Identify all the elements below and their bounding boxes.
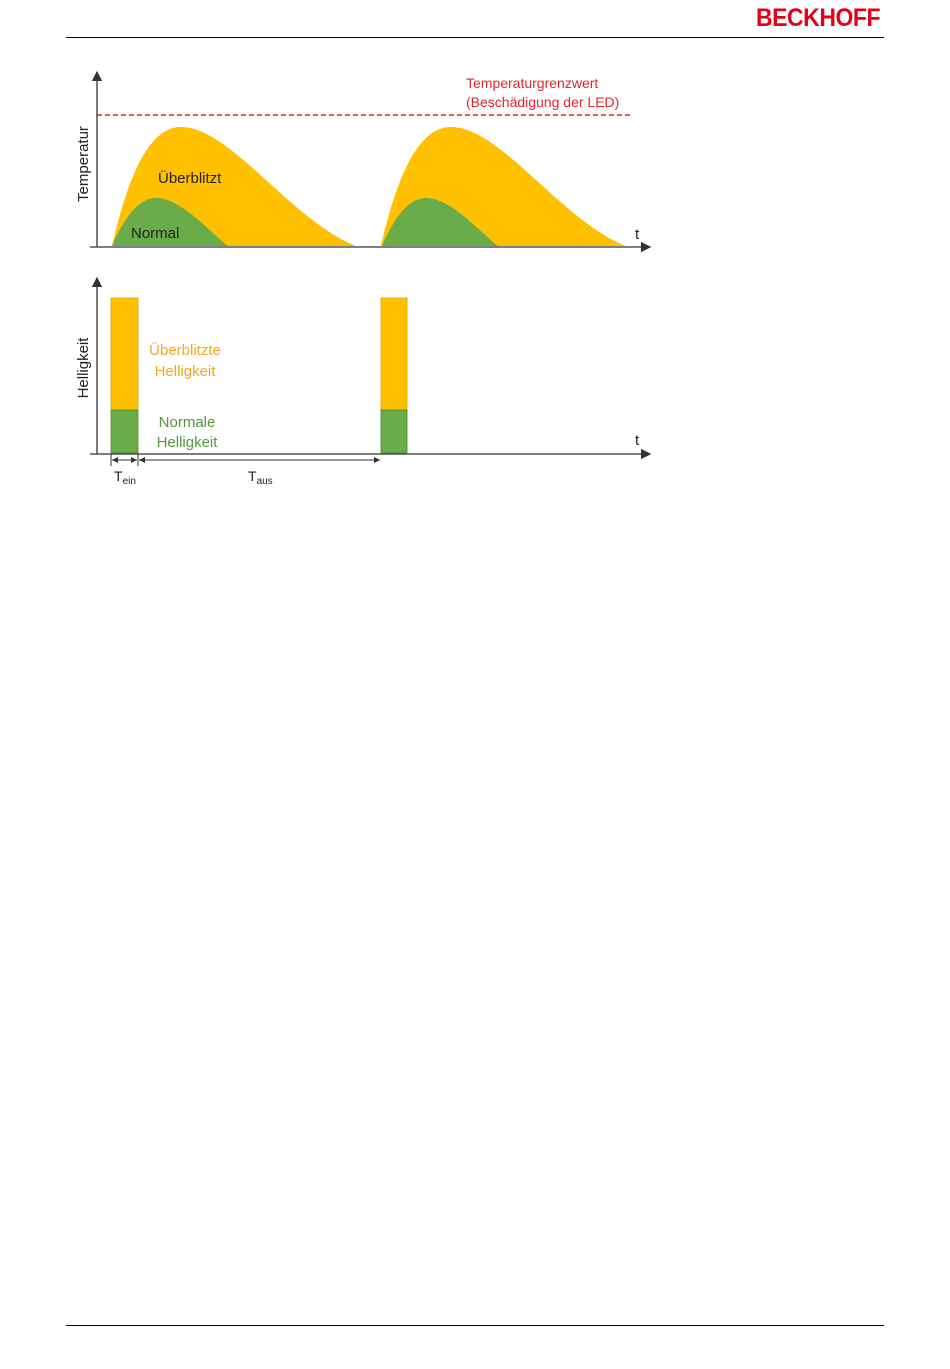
t-off-sub: aus — [257, 476, 273, 487]
normal-curve-1 — [112, 197, 228, 246]
brightness-axis-label: Helligkeit — [75, 337, 92, 399]
overflash-brightness-label-line1: Überblitzte — [149, 341, 221, 359]
normal-temperature-label: Normal — [131, 225, 179, 242]
temperature-x-axis-label: t — [635, 226, 640, 243]
normal-pulse-1 — [110, 409, 139, 454]
t-on-sub: ein — [123, 476, 136, 487]
t-on-main: T — [114, 468, 123, 484]
normal-pulse-2 — [380, 409, 408, 454]
t-off-label: Taus — [248, 468, 273, 487]
normal-brightness-label-line2: Helligkeit — [157, 434, 219, 451]
temperature-chart: Temperatur t Temperaturgrenzwert (Beschä… — [75, 70, 652, 253]
beckhoff-logo: BECKHOFF — [756, 4, 881, 32]
normal-brightness-label-line1: Normale — [159, 414, 216, 431]
header-rule — [66, 37, 884, 38]
t-on-label: Tein — [114, 468, 136, 487]
temperature-axis-label: Temperatur — [75, 126, 92, 202]
threshold-label-line1: Temperaturgrenzwert — [466, 75, 598, 91]
brightness-x-axis-label: t — [635, 432, 640, 449]
threshold-label-line2: (Beschädigung der LED) — [466, 94, 619, 110]
normal-curve-2 — [382, 197, 498, 246]
footer-rule — [66, 1325, 884, 1326]
brightness-chart: Helligkeit t Überblitzte Helligkeit Norm… — [75, 276, 652, 487]
overflash-temperature-label: Überblitzt — [158, 169, 222, 187]
overflash-pulse-2 — [380, 297, 408, 411]
overflash-brightness-label-line2: Helligkeit — [155, 363, 217, 380]
led-overflash-figure: Temperatur t Temperaturgrenzwert (Beschä… — [75, 70, 652, 487]
t-off-main: T — [248, 468, 257, 484]
overflash-pulse-1 — [110, 297, 139, 411]
